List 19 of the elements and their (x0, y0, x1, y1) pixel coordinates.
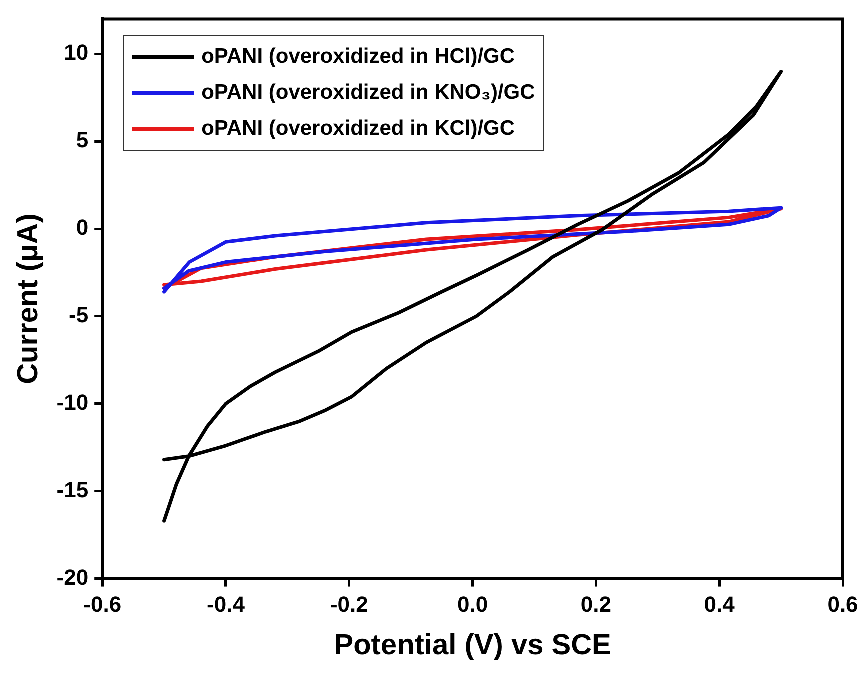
x-tick-label: 0.6 (828, 592, 858, 618)
x-tick-label: 0.4 (704, 592, 736, 618)
legend-label: oPANI (overoxidized in KCl)/GC (202, 117, 516, 142)
y-tick-label: -15 (56, 477, 89, 502)
y-tick-label: 10 (64, 40, 89, 66)
x-tick-label: -0.4 (207, 592, 246, 618)
y-tick-label: -5 (69, 302, 89, 328)
y-tick-label: -20 (56, 564, 89, 590)
legend-label: oPANI (overoxidized in KNO₃)/GC (202, 81, 536, 106)
legend-label: oPANI (overoxidized in HCl)/GC (202, 45, 516, 70)
y-tick-label: -10 (56, 390, 89, 415)
x-tick-label: 0.2 (580, 592, 612, 618)
x-tick-label: -0.6 (84, 592, 122, 618)
y-tick-label: 0 (76, 215, 89, 240)
y-axis-title: Current (μA) (12, 214, 44, 384)
x-tick-label: -0.2 (330, 592, 368, 618)
y-tick-label: 5 (76, 128, 89, 153)
x-tick-label: 0.0 (458, 592, 488, 618)
x-axis-title: Potential (V) vs SCE (334, 630, 612, 662)
